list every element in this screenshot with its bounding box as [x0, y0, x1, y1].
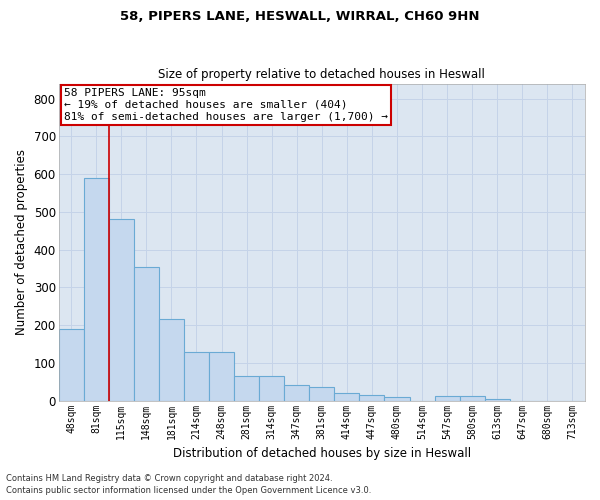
Y-axis label: Number of detached properties: Number of detached properties — [15, 149, 28, 335]
Bar — [309, 388, 334, 400]
Title: Size of property relative to detached houses in Heswall: Size of property relative to detached ho… — [158, 68, 485, 81]
Bar — [434, 396, 460, 400]
Text: Contains HM Land Registry data © Crown copyright and database right 2024.
Contai: Contains HM Land Registry data © Crown c… — [6, 474, 371, 495]
Bar — [485, 399, 510, 400]
Bar — [134, 266, 159, 400]
Bar — [159, 320, 184, 400]
Bar — [359, 395, 385, 400]
Bar — [209, 352, 234, 401]
Bar — [234, 376, 259, 400]
Bar — [184, 352, 209, 401]
Bar — [109, 220, 134, 400]
Bar — [59, 329, 83, 400]
X-axis label: Distribution of detached houses by size in Heswall: Distribution of detached houses by size … — [173, 447, 471, 460]
Bar — [334, 393, 359, 400]
Bar — [259, 376, 284, 400]
Bar — [385, 397, 410, 400]
Bar — [83, 178, 109, 400]
Text: 58 PIPERS LANE: 95sqm
← 19% of detached houses are smaller (404)
81% of semi-det: 58 PIPERS LANE: 95sqm ← 19% of detached … — [64, 88, 388, 122]
Bar — [284, 385, 309, 400]
Text: 58, PIPERS LANE, HESWALL, WIRRAL, CH60 9HN: 58, PIPERS LANE, HESWALL, WIRRAL, CH60 9… — [120, 10, 480, 23]
Bar — [460, 396, 485, 400]
